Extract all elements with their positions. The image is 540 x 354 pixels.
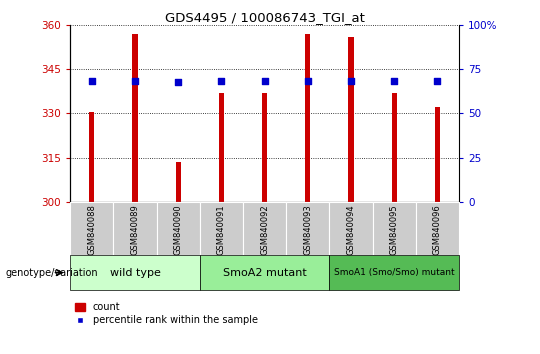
Bar: [392, 93, 397, 202]
Bar: [176, 162, 181, 202]
Bar: [200, 202, 243, 255]
Bar: [200, 255, 329, 290]
Text: GSM840089: GSM840089: [131, 204, 139, 255]
Bar: [243, 202, 286, 255]
Text: GSM840092: GSM840092: [260, 204, 269, 255]
Bar: [70, 202, 113, 255]
Text: SmoA1 (Smo/Smo) mutant: SmoA1 (Smo/Smo) mutant: [334, 268, 455, 277]
Text: GSM840094: GSM840094: [347, 204, 355, 255]
Point: [87, 79, 96, 84]
Text: wild type: wild type: [110, 268, 160, 278]
Bar: [89, 112, 94, 202]
Text: GSM840088: GSM840088: [87, 204, 96, 255]
Bar: [113, 202, 157, 255]
Bar: [286, 202, 329, 255]
Bar: [262, 93, 267, 202]
Text: GSM840093: GSM840093: [303, 204, 312, 255]
Point: [433, 79, 442, 84]
Bar: [70, 255, 200, 290]
Point: [347, 78, 355, 84]
Point: [390, 79, 399, 84]
Text: GSM840091: GSM840091: [217, 204, 226, 255]
Bar: [373, 202, 416, 255]
Text: GSM840095: GSM840095: [390, 204, 399, 255]
Bar: [348, 36, 354, 202]
Point: [303, 78, 312, 84]
Point: [260, 79, 269, 84]
Bar: [132, 34, 138, 202]
Bar: [305, 34, 310, 202]
Point: [131, 78, 139, 84]
Text: GSM840090: GSM840090: [174, 204, 183, 255]
Bar: [329, 202, 373, 255]
Text: GSM840096: GSM840096: [433, 204, 442, 255]
Point: [174, 80, 183, 85]
Text: genotype/variation: genotype/variation: [5, 268, 98, 278]
Bar: [416, 202, 459, 255]
Point: [217, 79, 226, 84]
Bar: [219, 93, 224, 202]
Title: GDS4495 / 100086743_TGI_at: GDS4495 / 100086743_TGI_at: [165, 11, 364, 24]
Legend: count, percentile rank within the sample: count, percentile rank within the sample: [75, 302, 258, 325]
Bar: [157, 202, 200, 255]
Bar: [435, 107, 440, 202]
Bar: [329, 255, 459, 290]
Text: SmoA2 mutant: SmoA2 mutant: [222, 268, 307, 278]
